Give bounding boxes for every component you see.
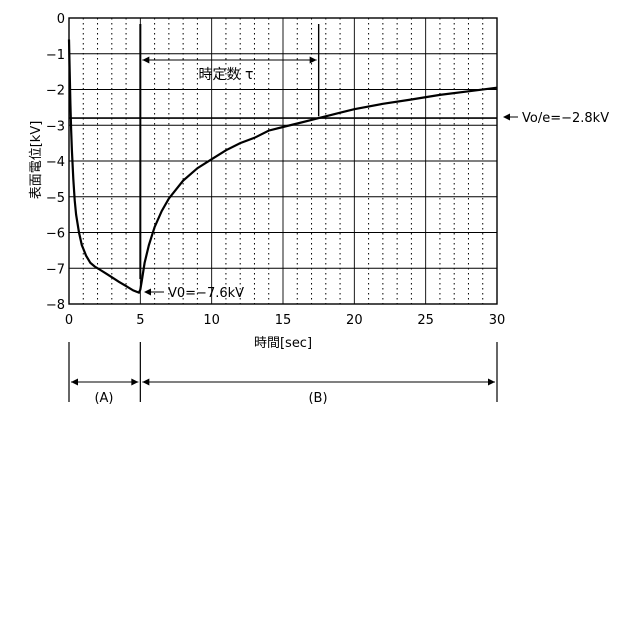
y-tick-label: −1 (46, 48, 65, 63)
segment-b-right-head (488, 379, 495, 386)
arrow-head-right (310, 57, 317, 64)
y-tick-label: −8 (46, 298, 65, 313)
y-tick-label: −2 (46, 84, 65, 99)
x-axis-ticks: 0 5 10 15 20 25 30 (65, 313, 505, 328)
segment-a-left-head (71, 379, 78, 386)
x-axis-label: 時間[sec] (254, 336, 312, 351)
x-tick-label: 15 (275, 313, 292, 328)
segment-a-label: (A) (94, 391, 113, 406)
y-axis-label: 表面電位[kV] (29, 121, 44, 200)
y-tick-label: −6 (46, 227, 65, 242)
x-tick-label: 0 (65, 313, 73, 328)
segment-b-label: (B) (308, 391, 327, 406)
x-tick-label: 10 (203, 313, 220, 328)
y-tick-label: −3 (46, 119, 65, 134)
x-tick-label: 20 (346, 313, 363, 328)
v0-label: V0=−7.6kV (168, 286, 244, 301)
x-tick-label: 30 (489, 313, 506, 328)
vo-e-arrow-head (503, 114, 510, 121)
x-tick-label: 5 (136, 313, 144, 328)
y-tick-label: −5 (46, 191, 65, 206)
time-constant-label: 時定数 τ (199, 67, 254, 83)
arrow-head-left (142, 57, 149, 64)
y-tick-label: 0 (57, 12, 65, 27)
segment-a-right-head (131, 379, 138, 386)
chart-grid (69, 18, 497, 304)
v0-arrow-head (144, 289, 151, 296)
y-axis-ticks: 0 −1 −2 −3 −4 −5 −6 −7 −8 (46, 12, 65, 313)
y-tick-label: −7 (46, 262, 65, 277)
vo-e-label: Vo/e=−2.8kV (522, 111, 609, 126)
x-tick-label: 25 (417, 313, 434, 328)
y-tick-label: −4 (46, 155, 65, 170)
segment-b-left-head (142, 379, 149, 386)
